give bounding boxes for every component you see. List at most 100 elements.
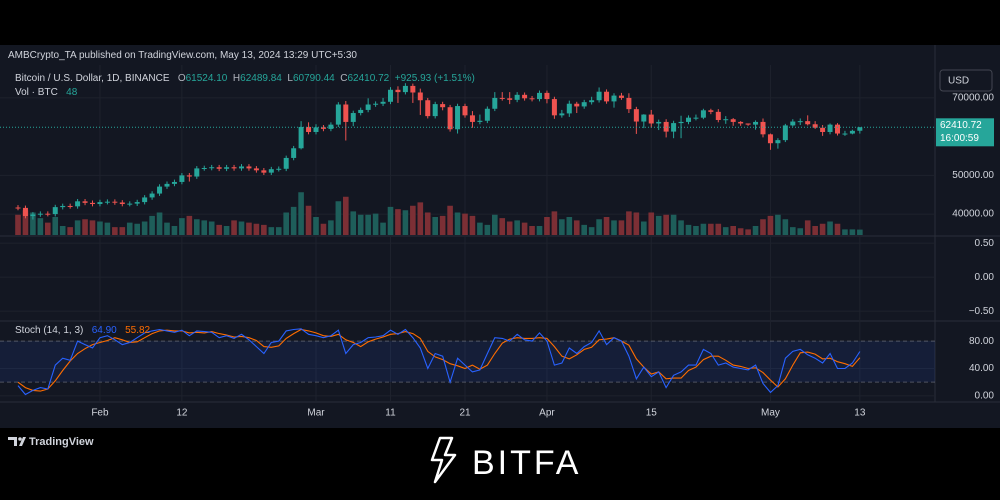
candle-body xyxy=(261,170,267,173)
candle-body xyxy=(253,168,259,171)
candle-body xyxy=(350,113,356,122)
candle-body xyxy=(827,124,833,132)
volume-bar xyxy=(439,215,446,235)
candle-body xyxy=(425,100,431,117)
high-value: 62489.84 xyxy=(240,73,282,84)
volume-bar xyxy=(588,227,595,235)
candle-body xyxy=(626,97,632,110)
candle-body xyxy=(119,202,125,205)
x-tick-label: Mar xyxy=(307,408,325,419)
candle-body xyxy=(313,127,319,132)
volume-bar xyxy=(67,227,73,235)
candle-body xyxy=(276,168,282,170)
candle-body xyxy=(462,106,468,116)
volume-bar xyxy=(678,220,684,235)
volume-bar xyxy=(775,214,781,235)
volume-bar xyxy=(693,226,699,235)
volume-bar xyxy=(581,224,587,235)
low-label: L xyxy=(287,73,293,84)
candle-body xyxy=(82,201,88,203)
volume-bar xyxy=(767,215,774,235)
countdown: 16:00:59 xyxy=(940,133,979,144)
candle-body xyxy=(618,95,624,98)
volume-bar xyxy=(313,217,319,235)
candle-body xyxy=(537,92,542,100)
x-tick-label: Apr xyxy=(539,408,555,419)
volume-bar xyxy=(536,226,543,235)
candle-body xyxy=(633,109,639,122)
candle-body xyxy=(820,127,826,132)
volume-bar xyxy=(365,214,371,235)
volume-bar xyxy=(462,213,468,235)
candle-body xyxy=(678,121,684,124)
volume-bar xyxy=(611,220,617,235)
stoch-legend: Stoch (14, 1, 3) 64.90 55.82 xyxy=(15,325,150,337)
y-tick-label: 40.00 xyxy=(969,363,994,374)
candle-body xyxy=(164,183,170,187)
volume-bar xyxy=(89,220,96,235)
volume-bar xyxy=(30,212,36,235)
candle-body xyxy=(663,121,669,132)
logo-dot xyxy=(18,437,22,441)
top-bar xyxy=(0,0,1000,45)
candle-body xyxy=(842,133,848,135)
candle-body xyxy=(857,127,863,131)
volume-bar xyxy=(290,206,297,235)
candle-body xyxy=(410,85,416,93)
candle-body xyxy=(484,108,490,121)
volume-bar xyxy=(223,226,230,235)
candle-body xyxy=(179,175,185,182)
logo-mark xyxy=(19,437,26,446)
candle-body xyxy=(529,98,535,100)
candle-body xyxy=(171,181,177,184)
volume-bar xyxy=(603,217,610,235)
volume-bar xyxy=(134,223,140,235)
candle-body xyxy=(730,119,736,122)
candle-body xyxy=(417,92,423,101)
candle-body xyxy=(209,167,215,169)
candle-body xyxy=(745,123,751,125)
volume-bar xyxy=(708,223,714,235)
volume-bar xyxy=(253,223,260,235)
candle-body xyxy=(738,121,744,124)
volume-legend: Vol · BTC 48 xyxy=(15,87,77,99)
volume-bar xyxy=(715,223,722,235)
currency-button[interactable] xyxy=(939,69,993,92)
volume-bar xyxy=(573,220,580,235)
candle-body xyxy=(127,203,133,205)
candle-body xyxy=(499,97,505,99)
symbol: Bitcoin / U.S. Dollar, 1D, BINANCE xyxy=(15,73,170,84)
x-tick-label: 15 xyxy=(646,408,658,419)
volume-bar xyxy=(499,218,506,235)
brand-icon xyxy=(430,436,457,484)
volume-value: 48 xyxy=(66,87,78,98)
candle-body xyxy=(551,99,557,116)
change: +925.93 (+1.51%) xyxy=(394,73,475,84)
x-tick-label: May xyxy=(761,408,780,419)
candle-body xyxy=(589,100,595,103)
candle-body xyxy=(343,104,349,122)
volume-bar xyxy=(596,219,602,235)
candle-body xyxy=(514,94,520,100)
candle-body xyxy=(671,123,677,132)
candle-body xyxy=(231,167,237,169)
y-tick-label: 50000.00 xyxy=(952,170,994,181)
volume-bar xyxy=(216,224,222,235)
volume-bar xyxy=(819,223,826,235)
candle-body xyxy=(395,89,401,93)
candle-body xyxy=(790,121,796,126)
volume-bar xyxy=(492,214,498,235)
volume-bar xyxy=(626,211,632,235)
candle-body xyxy=(648,114,654,124)
platform-name: TradingView xyxy=(29,436,94,448)
volume-bar xyxy=(350,211,357,235)
volume-bar xyxy=(97,221,103,235)
candle-body xyxy=(149,193,155,198)
volume-bar xyxy=(506,221,513,235)
candle-body xyxy=(604,91,610,102)
volume-bar xyxy=(700,223,707,235)
candle-body xyxy=(134,202,140,204)
